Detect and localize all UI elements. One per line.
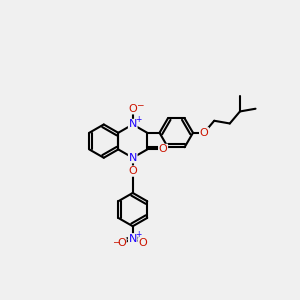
Text: −: −	[112, 237, 119, 246]
Text: +: +	[135, 116, 142, 124]
Text: −: −	[136, 100, 143, 109]
Text: O: O	[200, 128, 208, 138]
Text: N: N	[129, 234, 137, 244]
Text: N: N	[129, 119, 137, 130]
Text: O: O	[139, 238, 147, 248]
Text: O: O	[128, 104, 137, 114]
Text: O: O	[159, 144, 167, 154]
Text: +: +	[135, 230, 142, 239]
Text: O: O	[117, 238, 126, 248]
Text: N: N	[129, 153, 137, 163]
Text: O: O	[128, 166, 137, 176]
